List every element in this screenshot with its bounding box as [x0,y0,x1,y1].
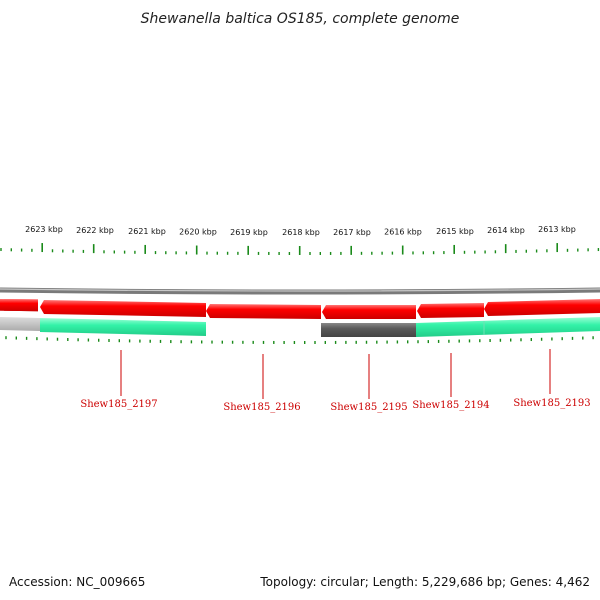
ruler-labels: 2623 kbp 2622 kbp 2621 kbp 2620 kbp 2619 kbp… [25,225,576,237]
gene-label[interactable]: Shew185_2196 [223,402,300,413]
ruler-label: 2622 kbp [76,226,114,235]
gene-label[interactable]: Shew185_2197 [80,399,157,410]
cds-arrow[interactable] [322,305,416,319]
cds-arrow[interactable] [40,300,206,317]
sequence-backbone-highlight [0,288,600,292]
genome-summary-text: Topology: circular; Length: 5,229,686 bp… [259,575,590,589]
map-title: Shewanella baltica OS185, complete genom… [141,11,460,27]
ruler-label: 2620 kbp [179,228,217,237]
accession-text: Accession: NC_009665 [9,575,145,589]
feature-track [0,317,600,337]
ruler-label: 2623 kbp [25,225,63,234]
feature-block-teal[interactable] [416,317,600,337]
sequence-backbone [0,287,600,295]
cds-arrow[interactable] [417,303,484,318]
ruler-label: 2618 kbp [282,228,320,237]
gene-label[interactable]: Shew185_2194 [412,400,489,411]
ruler-label: 2614 kbp [487,226,525,235]
ruler-label: 2616 kbp [384,228,422,237]
cds-arrow[interactable] [484,299,600,316]
gene-label[interactable]: Shew185_2195 [330,402,407,413]
ruler-label: 2621 kbp [128,227,166,236]
bottom-ruler [5,336,594,344]
cds-arrow[interactable] [1,299,38,312]
kbp-ruler [0,243,600,255]
feature-block-light[interactable] [0,317,40,331]
ruler-label: 2617 kbp [333,228,371,237]
cds-track [0,299,600,319]
ruler-label: 2615 kbp [436,227,474,236]
feature-block-teal[interactable] [40,318,206,336]
cds-arrow[interactable] [206,304,321,319]
ruler-label: 2619 kbp [230,228,268,237]
ruler-label: 2613 kbp [538,225,576,234]
feature-block-dark[interactable] [321,323,416,337]
gene-callouts: Shew185_2197 Shew185_2196 Shew185_2195 S… [80,349,591,413]
gene-label[interactable]: Shew185_2193 [513,398,590,409]
